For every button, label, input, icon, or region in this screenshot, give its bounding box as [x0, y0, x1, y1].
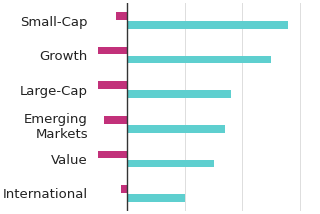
Bar	[104, 116, 127, 124]
Bar	[127, 90, 231, 98]
Bar	[69, 47, 127, 54]
Bar	[127, 125, 225, 133]
Bar	[87, 151, 127, 158]
Bar	[127, 21, 288, 29]
Bar	[127, 160, 213, 167]
Bar	[121, 185, 127, 193]
Bar	[127, 56, 271, 63]
Bar	[116, 12, 127, 20]
Bar	[127, 194, 185, 202]
Bar	[81, 81, 127, 89]
